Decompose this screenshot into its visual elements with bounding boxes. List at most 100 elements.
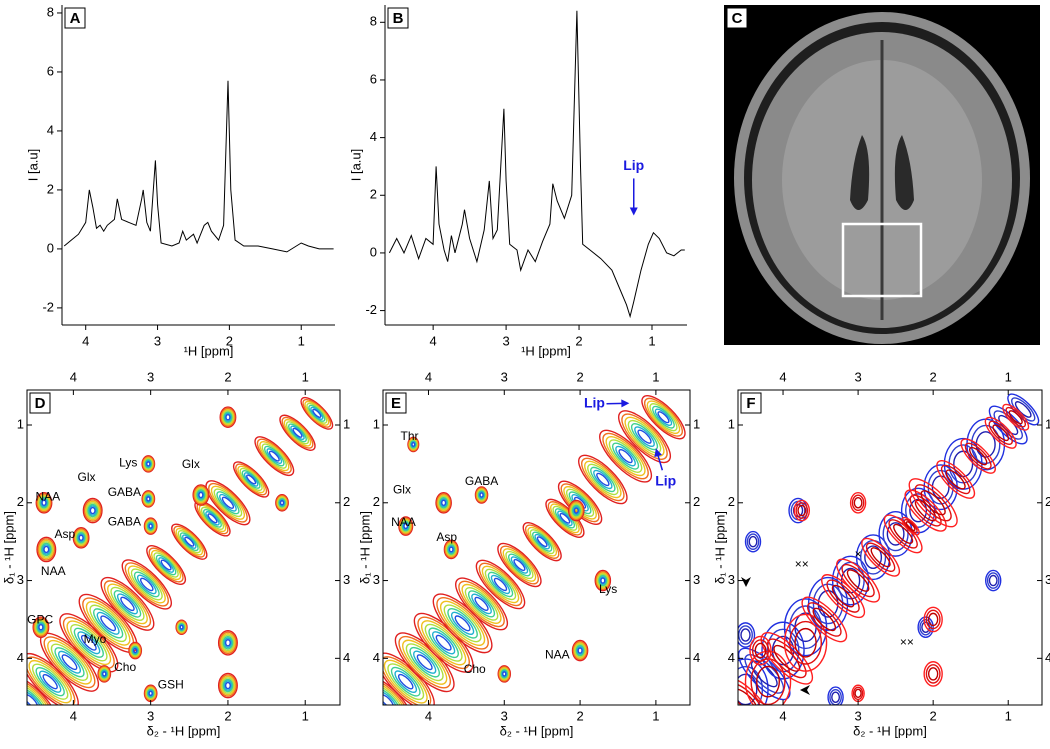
y-tick-label-right: 4 bbox=[693, 650, 700, 665]
x-tick-label: 3 bbox=[501, 708, 508, 723]
y-tick-label: 4 bbox=[373, 650, 380, 665]
x-tick-label: 3 bbox=[147, 708, 154, 723]
y-tick-label: 4 bbox=[728, 650, 735, 665]
annotation: Myo bbox=[84, 632, 107, 646]
annotation: NAA bbox=[545, 647, 570, 661]
y-tick-label-right: 2 bbox=[1045, 494, 1050, 509]
y-tick-label: 6 bbox=[47, 63, 54, 78]
x-tick-label-top: 2 bbox=[930, 369, 937, 384]
contour bbox=[795, 613, 816, 641]
y-tick-label: 4 bbox=[17, 650, 24, 665]
annotation: GSH bbox=[158, 678, 184, 692]
y-tick-label: 8 bbox=[370, 14, 377, 29]
contour bbox=[412, 443, 415, 447]
plot-area bbox=[715, 390, 1043, 732]
y-axis-label: I [a.u] bbox=[25, 149, 40, 182]
y-axis-label: I [a.u] bbox=[348, 149, 363, 182]
x-tick-label: 4 bbox=[425, 708, 432, 723]
contour bbox=[226, 415, 230, 420]
y-tick-label-right: 1 bbox=[693, 416, 700, 431]
annotation: Glx bbox=[78, 470, 96, 484]
x-tick-label-top: 3 bbox=[501, 369, 508, 384]
annotation: ×× bbox=[795, 557, 809, 571]
contour bbox=[615, 408, 673, 466]
x-axis-label: δ₂ - ¹H [ppm] bbox=[500, 723, 574, 738]
annotation: Thr bbox=[401, 429, 419, 443]
x-tick-label-top: 4 bbox=[425, 369, 432, 384]
y-tick-label: 2 bbox=[370, 187, 377, 202]
y-tick-label: 0 bbox=[47, 240, 54, 255]
annotation: Cho bbox=[464, 662, 486, 676]
x-axis-label: δ₂ - ¹H [ppm] bbox=[147, 723, 221, 738]
annotation: Lip bbox=[584, 395, 605, 411]
y-tick-label: 2 bbox=[728, 494, 735, 509]
x-tick-label: 3 bbox=[154, 333, 161, 348]
x-tick-label: 1 bbox=[652, 708, 659, 723]
annotation: Lys bbox=[119, 455, 137, 469]
annotation-arrowhead bbox=[630, 207, 638, 215]
contour bbox=[480, 493, 483, 497]
contour bbox=[473, 557, 527, 611]
contour bbox=[79, 535, 83, 540]
y-tick-label: 2 bbox=[47, 181, 54, 196]
contour bbox=[989, 576, 997, 586]
annotation: NAA bbox=[36, 490, 61, 504]
y-tick-label: 6 bbox=[370, 71, 377, 86]
contour bbox=[879, 510, 927, 558]
annotation: Lip bbox=[655, 472, 676, 488]
x-tick-label: 4 bbox=[430, 333, 437, 348]
contour bbox=[832, 692, 840, 702]
contour bbox=[956, 434, 1000, 478]
contour bbox=[147, 462, 150, 466]
panel-label: C bbox=[732, 10, 743, 27]
y-tick-label: 4 bbox=[370, 129, 377, 144]
y-tick-label: 4 bbox=[47, 122, 54, 137]
contour bbox=[147, 497, 150, 501]
contour bbox=[199, 492, 203, 497]
x-tick-label-top: 4 bbox=[70, 369, 77, 384]
annotation: ×× bbox=[900, 635, 914, 649]
x-tick-label: 2 bbox=[576, 708, 583, 723]
y-tick-label-right: 2 bbox=[693, 494, 700, 509]
contour bbox=[226, 640, 231, 646]
y-tick-label: 3 bbox=[728, 572, 735, 587]
x-axis-label: ¹H [ppm] bbox=[521, 343, 571, 358]
contour bbox=[572, 448, 634, 510]
contour bbox=[578, 648, 582, 653]
x-tick-label-top: 2 bbox=[224, 369, 231, 384]
x-tick-label: 1 bbox=[1005, 708, 1012, 723]
contour bbox=[854, 498, 862, 508]
contour bbox=[442, 500, 446, 505]
annotation: Cho bbox=[114, 660, 136, 674]
annotation: Asp bbox=[436, 530, 457, 544]
contour bbox=[149, 691, 152, 695]
y-tick-label: 3 bbox=[373, 572, 380, 587]
y-tick-label: 3 bbox=[17, 572, 24, 587]
y-tick-label: 2 bbox=[17, 494, 24, 509]
annotation: GABA bbox=[108, 485, 141, 499]
x-tick-label-top: 3 bbox=[854, 369, 861, 384]
x-axis-label: ¹H [ppm] bbox=[184, 343, 234, 358]
y-axis-label: δ₁ - ¹H [ppm] bbox=[357, 511, 372, 584]
annotation: × bbox=[855, 547, 862, 561]
plot-area bbox=[64, 81, 333, 252]
contour bbox=[103, 672, 106, 676]
y-axis-label: δ₁ - ¹H [ppm] bbox=[712, 511, 727, 584]
y-axis-label: δ₁ - ¹H [ppm] bbox=[1, 511, 16, 584]
annotation: Lys bbox=[599, 582, 617, 596]
contour bbox=[636, 390, 691, 445]
panel-label: B bbox=[393, 10, 404, 27]
panel-label: D bbox=[35, 395, 46, 412]
x-tick-label: 2 bbox=[224, 708, 231, 723]
contour bbox=[180, 625, 183, 629]
y-tick-label: 1 bbox=[728, 416, 735, 431]
x-axis-label: δ₂ - ¹H [ppm] bbox=[853, 723, 927, 738]
y-tick-label: 2 bbox=[373, 494, 380, 509]
y-tick-label: 1 bbox=[17, 416, 24, 431]
